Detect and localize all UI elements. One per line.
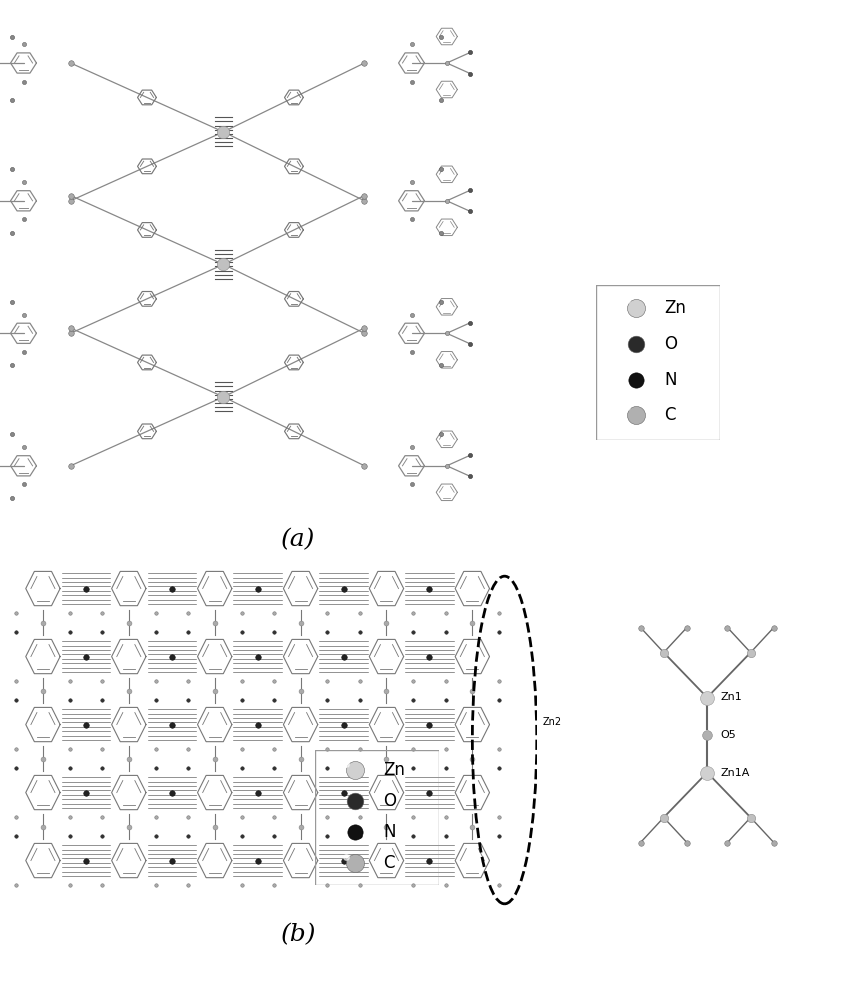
Text: N: N	[665, 371, 676, 389]
Text: Zn: Zn	[665, 299, 686, 317]
Text: (a): (a)	[281, 528, 315, 552]
Text: Zn1A: Zn1A	[720, 768, 750, 778]
Text: O: O	[665, 335, 677, 353]
Text: N: N	[383, 823, 395, 841]
Text: Zn: Zn	[383, 761, 405, 779]
Text: C: C	[665, 406, 676, 424]
Text: C: C	[383, 854, 394, 872]
Text: Zn1: Zn1	[720, 693, 742, 703]
Text: O5: O5	[720, 730, 736, 740]
Text: (b): (b)	[280, 924, 316, 946]
Text: O: O	[383, 792, 396, 810]
Text: Zn2: Zn2	[542, 717, 561, 727]
